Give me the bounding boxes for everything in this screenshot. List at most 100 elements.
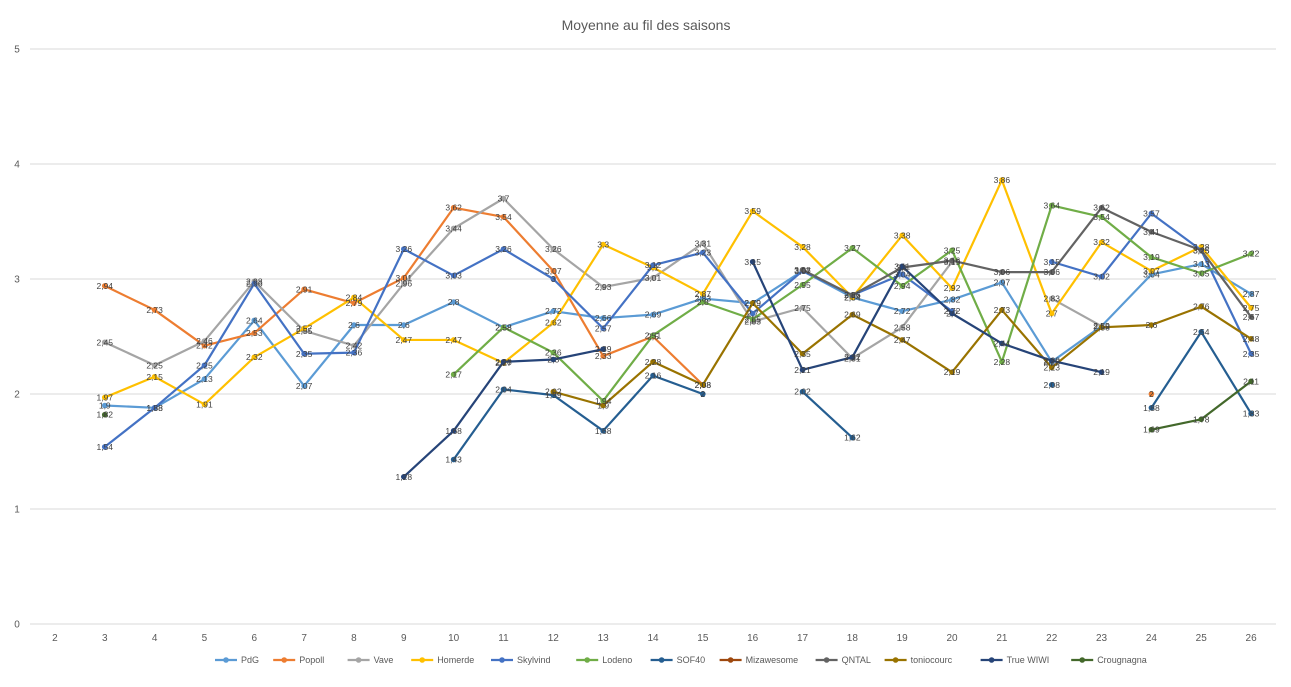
- data-point: [500, 214, 507, 220]
- data-label: 3,06: [994, 267, 1011, 277]
- legend-marker: [823, 657, 830, 663]
- x-tick-label: 5: [202, 633, 208, 644]
- data-label: 3,02: [1093, 272, 1110, 282]
- data-point: [550, 246, 557, 252]
- data-label: 2,79: [744, 298, 761, 308]
- data-label: 3,25: [1193, 245, 1210, 255]
- data-point: [1198, 270, 1205, 277]
- data-label: 3,01: [396, 273, 413, 283]
- data-point: [550, 268, 557, 274]
- data-label: 2,84: [844, 292, 861, 302]
- data-point: [849, 434, 856, 441]
- data-point: [899, 263, 905, 270]
- data-point: [1048, 310, 1055, 317]
- data-point: [101, 283, 108, 289]
- legend-label: Popoll: [299, 655, 324, 665]
- data-point: [450, 225, 457, 232]
- data-point: [999, 340, 1005, 347]
- data-point: [251, 330, 258, 336]
- data-point: [849, 245, 856, 251]
- data-label: 1,88: [146, 403, 163, 413]
- data-point: [550, 356, 557, 363]
- data-point: [1248, 336, 1254, 342]
- data-label: 2,39: [595, 344, 612, 354]
- data-label: 2,35: [1243, 349, 1260, 359]
- x-tick-label: 10: [448, 633, 460, 644]
- legend-entry: toniocourc: [884, 655, 953, 665]
- x-tick-label: 2: [52, 633, 58, 644]
- data-point: [1198, 303, 1205, 310]
- data-point: [1048, 295, 1055, 302]
- legend-marker: [1079, 657, 1085, 663]
- data-point: [700, 240, 706, 247]
- data-label: 2,55: [296, 326, 313, 336]
- data-point: [201, 362, 208, 369]
- x-tick-label: 13: [598, 633, 610, 644]
- data-point: [1148, 322, 1155, 328]
- legend-label: Mizawesome: [746, 655, 799, 665]
- data-label: 3,05: [1193, 268, 1210, 278]
- data-label: 1,99: [545, 390, 562, 400]
- series-crougnagna: [101, 378, 1254, 433]
- series-line: [751, 260, 1103, 374]
- data-label: 2,7: [946, 309, 958, 319]
- data-point: [849, 354, 856, 361]
- data-point: [101, 444, 108, 450]
- data-label: 1,68: [595, 426, 612, 436]
- data-label: 2,19: [1093, 367, 1110, 377]
- data-point: [301, 383, 307, 389]
- data-label: 2,57: [296, 323, 313, 333]
- chart-title: Moyenne au fil des saisons: [562, 17, 731, 33]
- data-point: [201, 376, 208, 382]
- x-tick-label: 14: [647, 633, 659, 644]
- data-point: [799, 388, 806, 395]
- data-label: 2,02: [794, 387, 811, 397]
- data-label: 3,04: [894, 269, 911, 279]
- data-label: 3,04: [1143, 269, 1160, 279]
- data-label: 2,44: [994, 338, 1011, 348]
- data-point: [550, 319, 557, 326]
- data-point: [500, 195, 507, 202]
- data-label: 3,62: [1093, 203, 1110, 213]
- x-tick-label: 23: [1096, 633, 1108, 644]
- data-label: 2,48: [1243, 334, 1260, 344]
- data-point: [1098, 273, 1105, 280]
- data-label: 2,08: [695, 380, 712, 390]
- data-label: 3,01: [645, 273, 662, 283]
- data-point: [201, 338, 208, 344]
- data-label: 3,54: [1093, 212, 1110, 222]
- x-tick-label: 4: [152, 633, 158, 644]
- series-homerde: [101, 177, 1254, 408]
- legend-entry: SOF40: [650, 655, 705, 665]
- x-tick-label: 7: [301, 633, 307, 644]
- data-point: [600, 241, 606, 248]
- legend-entry: Popoll: [273, 655, 324, 665]
- data-point: [600, 346, 606, 352]
- data-label: 2,87: [1243, 289, 1260, 299]
- data-point: [650, 275, 656, 281]
- legend-entry: PdG: [215, 655, 259, 665]
- data-label: 2,94: [894, 281, 911, 291]
- legend-label: PdG: [241, 655, 259, 665]
- legend-marker: [419, 657, 426, 663]
- data-point: [1098, 324, 1105, 331]
- data-point: [550, 276, 557, 282]
- series-line: [103, 179, 1253, 406]
- data-point: [1148, 210, 1155, 217]
- data-label: 1,88: [1143, 403, 1160, 413]
- data-point: [949, 247, 955, 254]
- data-label: 2,45: [96, 337, 113, 347]
- data-point: [650, 311, 656, 318]
- data-label: 2,25: [146, 360, 163, 370]
- data-label: 3,32: [1093, 237, 1110, 247]
- data-label: 2,67: [1243, 312, 1260, 322]
- data-point: [650, 372, 656, 379]
- data-label: 2,36: [346, 348, 363, 358]
- data-point: [500, 324, 507, 331]
- data-point: [401, 275, 407, 281]
- data-label: 3,41: [1143, 227, 1160, 237]
- data-label: 3,11: [894, 261, 910, 271]
- data-point: [899, 337, 905, 343]
- data-point: [999, 307, 1005, 313]
